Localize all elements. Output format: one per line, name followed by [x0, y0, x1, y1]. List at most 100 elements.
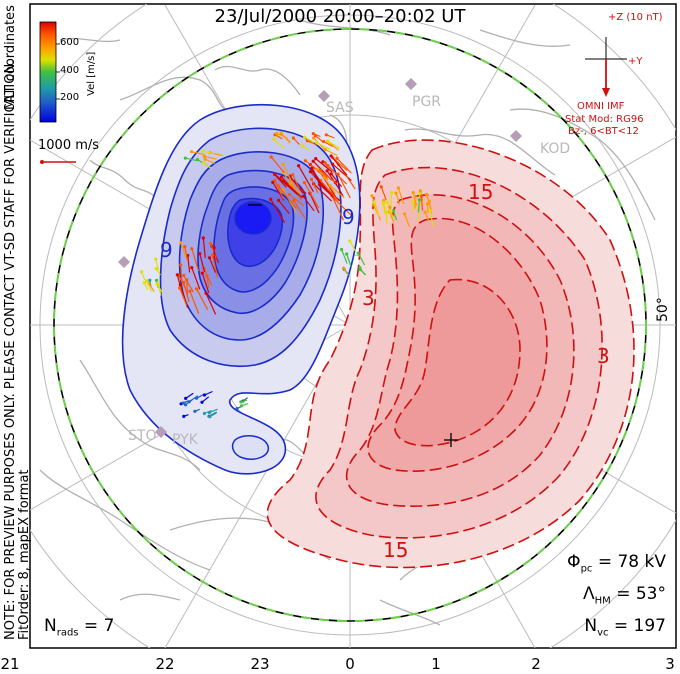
velocity-vector-origin — [188, 289, 192, 293]
velocity-vector-origin — [182, 280, 186, 284]
velocity-vector-origin — [328, 184, 332, 188]
velocity-vector — [315, 158, 333, 173]
contour-label-pos-15-top: 15 — [468, 180, 494, 204]
velocity-vector-origin — [202, 161, 206, 165]
mlt-tick-21: 21 — [0, 655, 20, 673]
velocity-vector — [304, 136, 315, 144]
velocity-vector-origin — [148, 278, 152, 282]
mlt-tick-22: 22 — [155, 655, 175, 673]
velocity-vector — [417, 199, 420, 213]
velocity-vector — [189, 290, 200, 314]
velocity-vector-origin — [417, 192, 421, 196]
velocity-vector — [191, 151, 205, 156]
velocity-vector — [349, 240, 356, 252]
velocity-vector — [185, 157, 198, 162]
velocity-vector-origin — [204, 291, 208, 295]
velocity-vector-origin — [207, 411, 211, 415]
velocity-vector-origin — [388, 205, 392, 209]
page-title: 23/Jul/2000 20:00–20:02 UT — [214, 6, 466, 27]
imf-z-label: +Z (10 nT) — [608, 12, 663, 23]
velocity-vector-origin — [288, 182, 292, 186]
velocity-vector — [309, 192, 320, 214]
radar-count: Nrads = 7 — [44, 616, 115, 639]
velocity-vector-origin — [184, 396, 188, 400]
mlt-tick-0: 0 — [345, 655, 355, 673]
velocity-vector — [289, 194, 305, 207]
velocity-vector — [319, 169, 338, 185]
velocity-vector — [329, 185, 345, 199]
velocity-vector-origin — [269, 155, 273, 159]
hm-boundary-latitude: ΛHM = 53° — [583, 584, 666, 607]
velocity-vector-origin — [178, 286, 182, 290]
velocity-vector — [334, 198, 352, 216]
velocity-vector-origin — [184, 403, 188, 407]
velocity-vector-origin — [372, 200, 376, 204]
mlt-tick-1: 1 — [431, 655, 441, 673]
station-markers — [118, 78, 522, 438]
velocity-vector — [289, 183, 302, 195]
velocity-vector-origin — [275, 132, 279, 136]
velocity-vector — [176, 274, 181, 287]
velocity-vector-origin — [413, 194, 417, 198]
velocity-vector — [420, 196, 424, 211]
velocity-vector — [292, 174, 300, 189]
velocity-vector — [346, 253, 352, 267]
velocity-vector — [201, 272, 210, 294]
velocity-vector — [274, 180, 284, 200]
velocity-vector — [320, 180, 340, 202]
colorbar-tick-400: 400 — [60, 65, 80, 76]
imf-source: OMNI IMF — [577, 101, 625, 112]
velocity-vector — [206, 275, 210, 288]
velocity-vector-origin — [297, 164, 301, 168]
vector-count: Nvc = 197 — [584, 616, 666, 639]
contour-label-pos-15-bottom: 15 — [383, 538, 409, 562]
velocity-vector — [205, 293, 217, 315]
velocity-vector-origin — [208, 415, 212, 419]
mlt-tick-23: 23 — [250, 655, 270, 673]
velocity-vector-origin — [403, 212, 407, 216]
velocity-vector — [146, 280, 152, 292]
velocity-vector-origin — [423, 210, 427, 214]
velocity-vector-origin — [385, 200, 389, 204]
station-pyk: PYK — [172, 432, 198, 448]
contour-label-pos-3-right: 3 — [597, 344, 610, 368]
velocity-vector-origin — [142, 281, 146, 285]
velocity-vector — [270, 156, 285, 173]
velocity-vector-origin — [193, 409, 197, 413]
velocity-vector — [337, 173, 351, 199]
velocity-vector-origin — [175, 273, 179, 277]
velocity-vector — [404, 213, 411, 228]
velocity-vector-origin — [207, 256, 212, 260]
velocity-vector — [179, 287, 188, 306]
velocity-vector-origin — [190, 247, 194, 251]
velocity-vector — [390, 192, 393, 208]
velocity-vector-origin — [348, 239, 352, 243]
velocity-vector-origin — [139, 270, 144, 274]
velocity-vector — [180, 242, 187, 259]
velocity-vector-origin — [200, 400, 204, 404]
velocity-vector — [202, 150, 215, 155]
colorbar-label: Vel [m/s] — [86, 51, 97, 96]
velocity-vector — [302, 195, 315, 212]
velocity-vector-origin — [325, 169, 329, 173]
velocity-vector-origin — [340, 247, 344, 252]
velocity-vector-origin — [209, 241, 213, 245]
velocity-vectors — [139, 131, 434, 419]
preview-notice: NOTE: FOR PREVIEW PURPOSES ONLY. PLEASE … — [3, 59, 18, 640]
velocity-vector-origin — [391, 209, 395, 213]
velocity-vector-origin — [239, 400, 243, 404]
velocity-vector — [429, 209, 434, 227]
velocity-vector-origin — [323, 147, 327, 152]
velocity-vector-origin — [308, 170, 312, 174]
velocity-vector — [380, 186, 387, 201]
velocity-vector — [425, 194, 432, 210]
velocity-vector-origin — [179, 241, 183, 245]
velocity-vector — [383, 204, 389, 215]
contour-label-neg-9-left: 9 — [160, 238, 173, 262]
colorbar-tick-600: 600 — [60, 37, 80, 48]
velocity-vector-origin — [179, 263, 183, 267]
imf-dial — [585, 37, 627, 97]
velocity-vector — [191, 267, 201, 290]
velocity-vector-origin — [279, 175, 283, 179]
